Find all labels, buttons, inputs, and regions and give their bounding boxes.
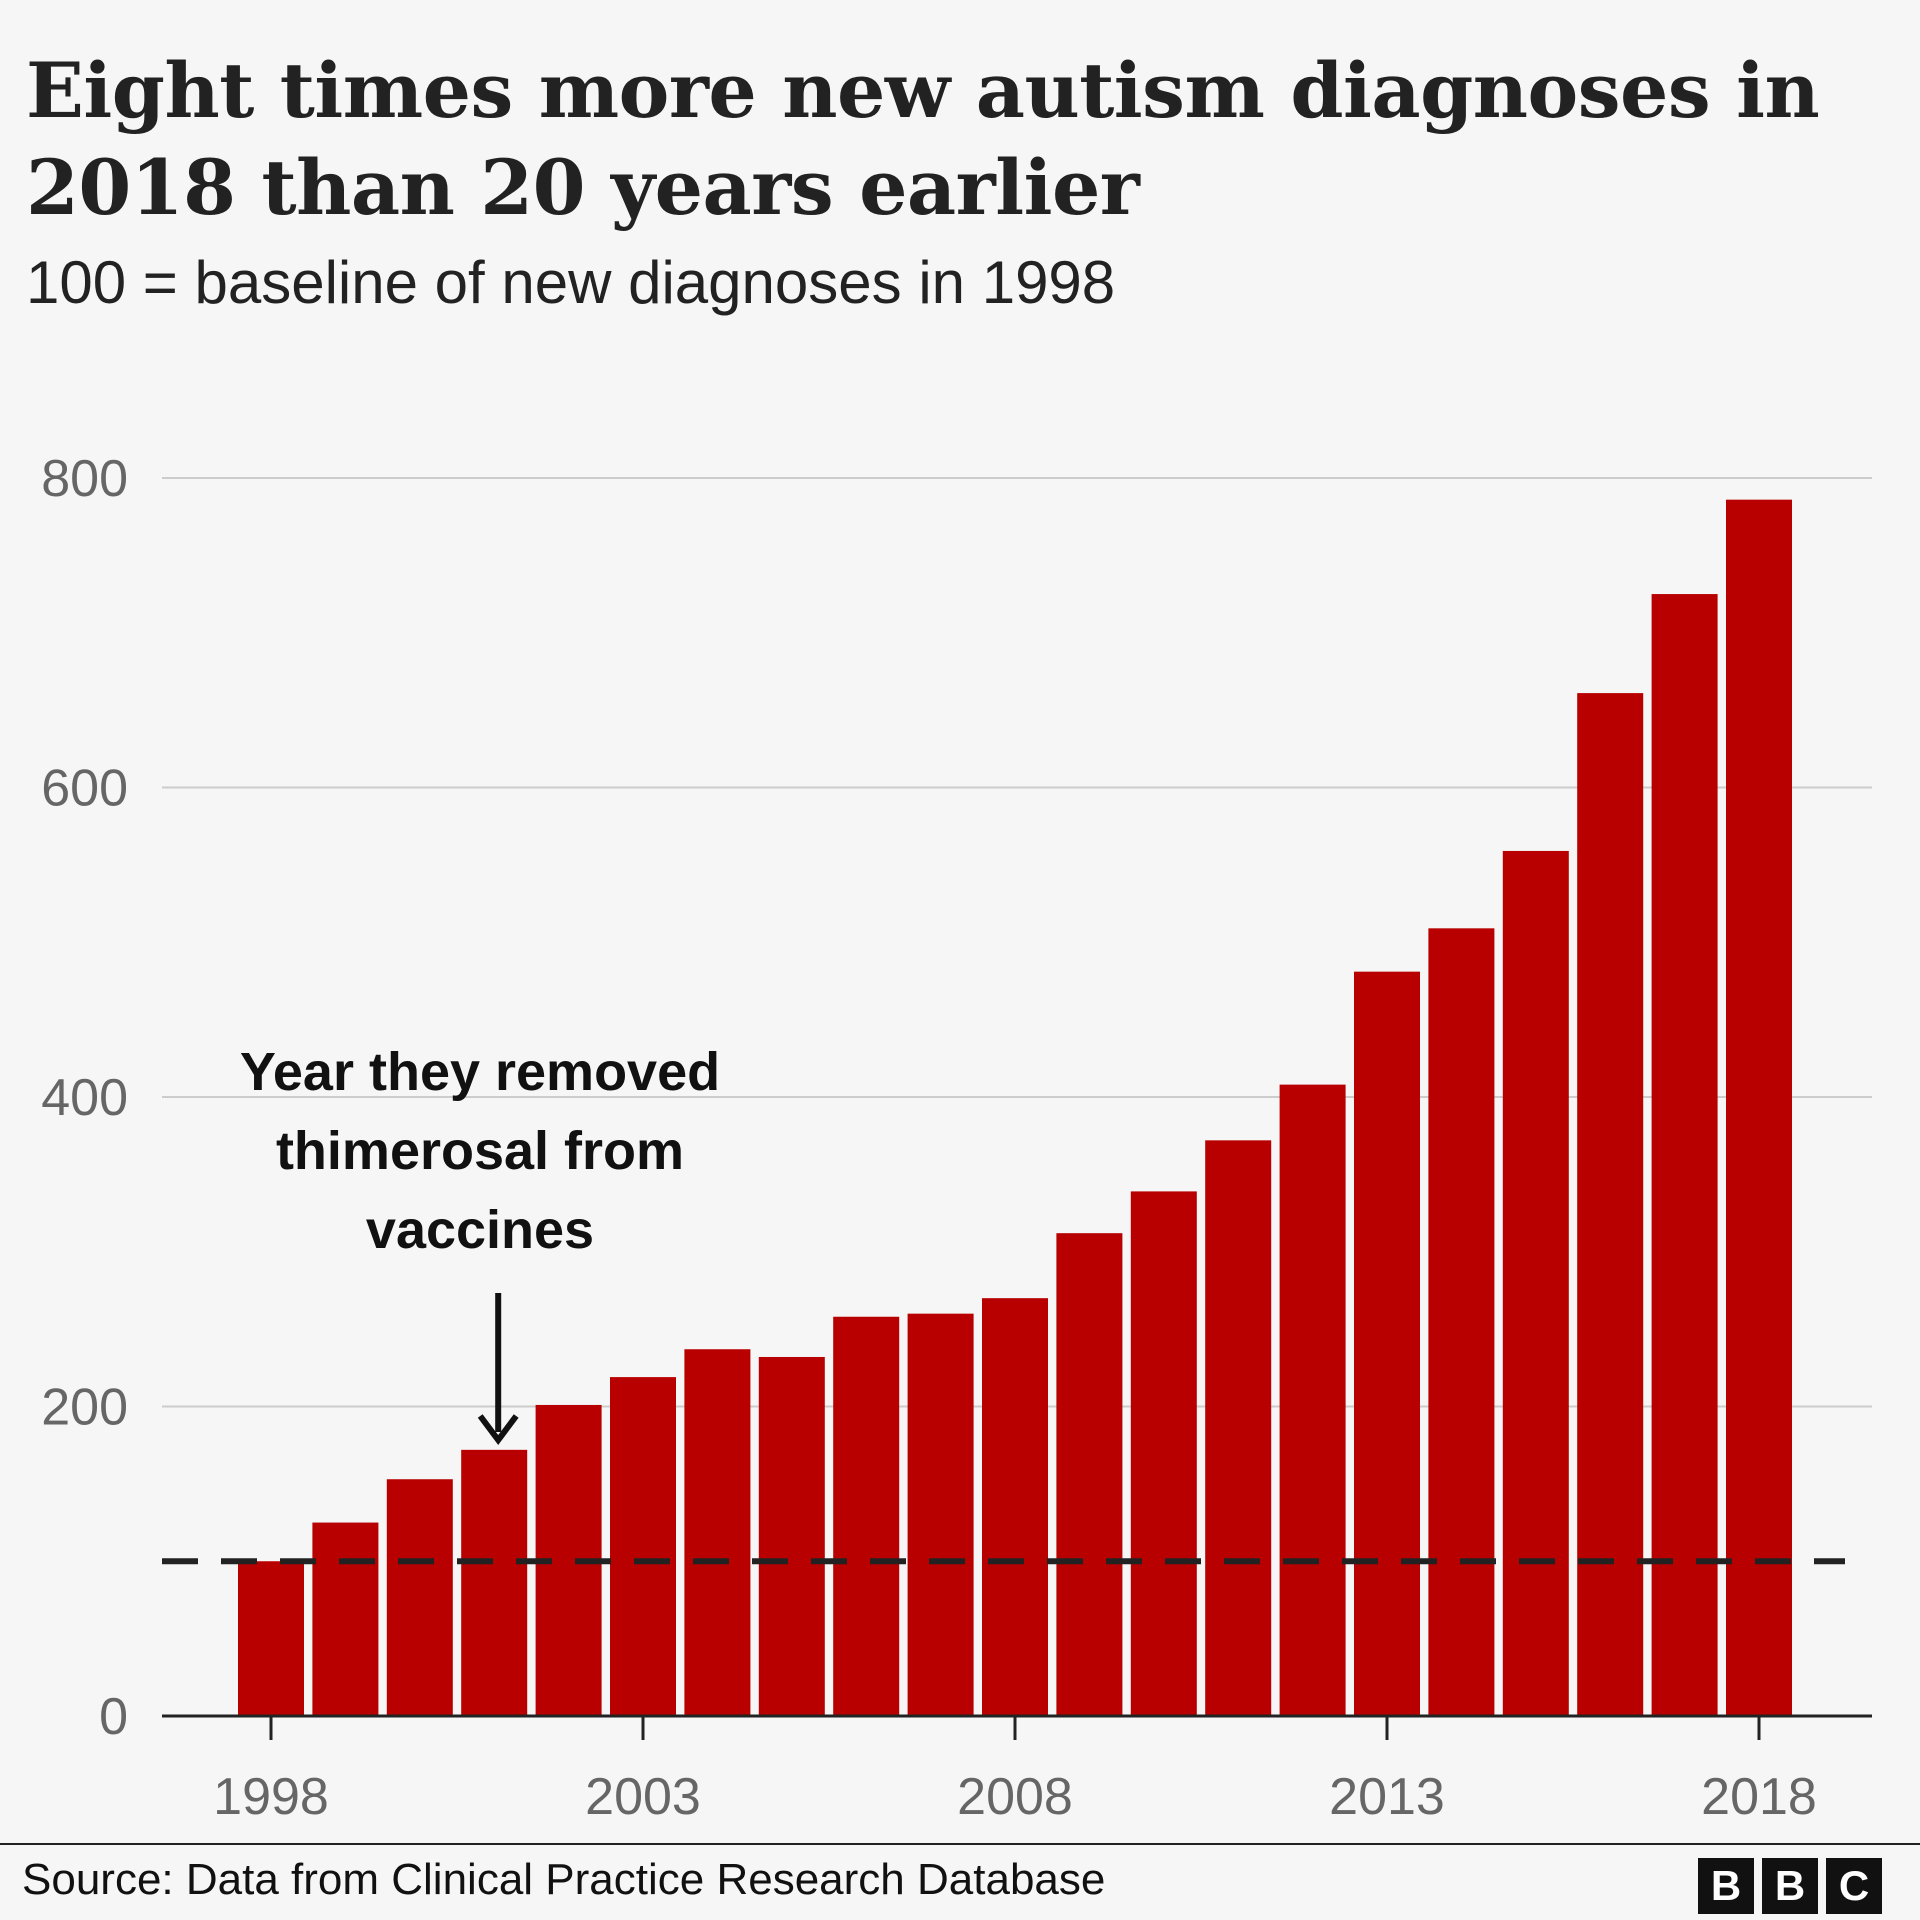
annotation-text: thimerosal from <box>276 1121 684 1181</box>
bar-1999 <box>312 1522 379 1716</box>
bar-2009 <box>1056 1233 1123 1716</box>
logo-letter: B <box>1698 1858 1754 1914</box>
y-axis-labels: 0 200 400 600 800 <box>41 450 128 1746</box>
annotation-text: Year they removed <box>240 1042 720 1102</box>
y-tick-label: 400 <box>41 1069 128 1127</box>
bar-2003 <box>610 1377 676 1716</box>
bar-2016 <box>1577 693 1644 1716</box>
x-tick-label: 2013 <box>1329 1768 1445 1826</box>
x-tick-label: 1998 <box>213 1768 329 1826</box>
bars <box>238 499 1792 1716</box>
bar-2010 <box>1130 1191 1197 1716</box>
bar-2018 <box>1726 499 1792 1716</box>
y-tick-label: 200 <box>41 1379 128 1437</box>
y-tick-label: 800 <box>41 450 128 508</box>
footer-divider <box>0 1843 1920 1845</box>
x-tick-label: 2018 <box>1701 1768 1817 1826</box>
bbc-logo: B B C <box>1698 1858 1882 1914</box>
y-tick-label: 600 <box>41 760 128 818</box>
x-tick-label: 2008 <box>957 1768 1073 1826</box>
x-tick-label: 2003 <box>585 1768 701 1826</box>
bar-2006 <box>833 1316 900 1716</box>
bar-2017 <box>1651 594 1718 1716</box>
bar-2005 <box>758 1356 825 1716</box>
annotation-text: vaccines <box>366 1200 594 1260</box>
chart-title: Eight times more new autism diagnoses in… <box>26 46 1820 232</box>
bar-2007 <box>907 1313 974 1716</box>
source-note: Source: Data from Clinical Practice Rese… <box>22 1855 1106 1904</box>
bar-2001 <box>461 1449 528 1716</box>
logo-letter: C <box>1826 1858 1882 1914</box>
down-arrow-icon <box>477 1414 519 1445</box>
bar-2008 <box>982 1298 1048 1716</box>
chart-subtitle: 100 = baseline of new diagnoses in 1998 <box>26 249 1116 316</box>
logo-letter: B <box>1762 1858 1818 1914</box>
bar-2000 <box>386 1479 453 1716</box>
annotation: Year they removed thimerosal from vaccines <box>240 1042 720 1445</box>
bar-2015 <box>1502 850 1569 1716</box>
bar-chart: 0 200 400 600 800 1998 2003 2008 2013 2018 Year … <box>41 450 1872 1826</box>
bar-2014 <box>1428 928 1495 1716</box>
bar-2013 <box>1354 971 1420 1716</box>
bar-1998 <box>238 1561 304 1716</box>
bar-2004 <box>684 1349 751 1716</box>
bar-2012 <box>1279 1084 1346 1716</box>
bar-2011 <box>1205 1140 1272 1716</box>
y-tick-label: 0 <box>99 1688 128 1746</box>
x-axis: 1998 2003 2008 2013 2018 <box>162 1714 1872 1826</box>
